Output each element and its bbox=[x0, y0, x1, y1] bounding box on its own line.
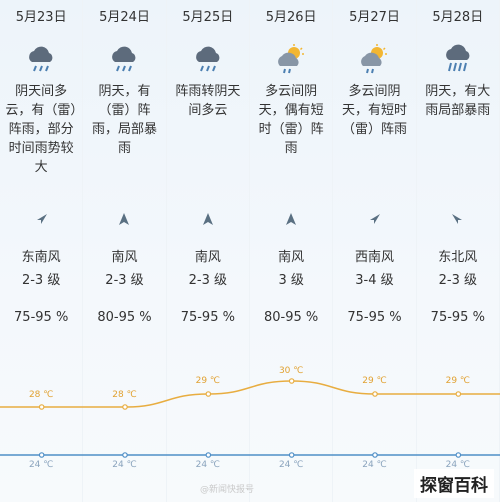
high-temp-point bbox=[455, 391, 462, 397]
high-temp-point bbox=[205, 391, 212, 397]
high-temp-point bbox=[288, 378, 295, 384]
day-date: 5月26日 bbox=[265, 10, 317, 25]
sun-cloud-rain-icon bbox=[333, 44, 415, 78]
day-column: 5月28日 阴天，有大雨局部暴雨 东北风 2-3 级 75-95 % 29 ℃ … bbox=[416, 0, 500, 502]
rain-cloud-icon bbox=[167, 44, 249, 78]
day-column: 5月26日 多云间阴天，偶有短时（雷）阵雨 南风 3 级 80-95 % 30 … bbox=[249, 0, 334, 502]
day-date: 5月28日 bbox=[432, 10, 484, 25]
wind-direction-arrow-icon bbox=[250, 212, 332, 228]
weather-description: 阴天，有大雨局部暴雨 bbox=[425, 84, 491, 118]
rain-cloud-icon bbox=[0, 44, 82, 78]
day-date: 5月25日 bbox=[182, 10, 234, 25]
low-temp-label: 24 ℃ bbox=[28, 460, 54, 470]
high-temp-line bbox=[0, 380, 500, 408]
weather-description: 阴天间多云，有（雷）阵雨，部分时间雨势较大 bbox=[5, 84, 77, 175]
wind-level: 2-3 级 bbox=[188, 273, 227, 288]
site-logo: 探窗百科 bbox=[414, 469, 494, 498]
low-temp-label: 24 ℃ bbox=[278, 460, 304, 470]
high-temp-point bbox=[38, 404, 45, 410]
low-temp-label: 24 ℃ bbox=[112, 460, 137, 470]
wind-direction: 南风 bbox=[278, 250, 305, 265]
sun-cloud-rain-icon bbox=[250, 44, 332, 78]
weather-description: 多云间阴天，偶有短时（雷）阵雨 bbox=[258, 84, 324, 156]
high-temp-label: 29 ℃ bbox=[362, 376, 387, 386]
day-column: 5月24日 阴天，有（雷）阵雨，局部暴雨 南风 2-3 级 80-95 % 28… bbox=[83, 0, 167, 502]
wind-direction: 南风 bbox=[194, 250, 221, 265]
wind-direction-arrow-icon bbox=[417, 212, 499, 228]
weather-description: 阵雨转阴天间多云 bbox=[175, 84, 241, 118]
rain-cloud-icon bbox=[83, 44, 165, 78]
weather-description: 阴天，有（雷）阵雨，局部暴雨 bbox=[91, 84, 157, 156]
low-temp-point bbox=[372, 452, 378, 458]
wind-direction: 西南风 bbox=[354, 250, 394, 265]
wind-direction-arrow-icon bbox=[83, 212, 165, 228]
wind-level: 2-3 级 bbox=[21, 273, 61, 288]
day-column: 5月23日 阴天间多云，有（雷）阵雨，部分时间雨势较大 东南风 2-3 级 75… bbox=[0, 0, 84, 502]
watermark: @新闻快报号 bbox=[200, 485, 255, 495]
wind-level: 3-4 级 bbox=[355, 273, 394, 288]
low-temp-point bbox=[288, 452, 295, 458]
wind-direction-arrow-icon bbox=[333, 212, 415, 228]
wind-level: 3 级 bbox=[278, 273, 304, 288]
humidity: 80-95 % bbox=[264, 310, 319, 325]
humidity: 80-95 % bbox=[97, 310, 152, 325]
day-date: 5月27日 bbox=[349, 10, 400, 25]
high-temp-point bbox=[122, 404, 128, 410]
high-temp-label: 28 ℃ bbox=[28, 390, 54, 400]
low-temp-point bbox=[122, 452, 128, 458]
high-temp-label: 28 ℃ bbox=[112, 390, 137, 400]
high-temp-label: 29 ℃ bbox=[195, 376, 221, 386]
wind-direction: 南风 bbox=[111, 250, 138, 265]
wind-direction-arrow-icon bbox=[167, 212, 249, 228]
low-temp-label: 24 ℃ bbox=[445, 460, 471, 470]
low-temp-point bbox=[38, 452, 45, 458]
humidity: 75-95 % bbox=[180, 310, 235, 325]
day-date: 5月23日 bbox=[15, 10, 67, 25]
wind-level: 2-3 级 bbox=[438, 273, 477, 288]
humidity: 75-95 % bbox=[347, 310, 402, 325]
low-temp-point bbox=[205, 452, 212, 458]
high-temp-point bbox=[372, 391, 378, 397]
wind-direction-arrow-icon bbox=[0, 212, 82, 228]
low-temp-point bbox=[455, 452, 462, 458]
weather-description: 多云间阴天，有短时（雷）阵雨 bbox=[341, 84, 407, 137]
day-column: 5月27日 多云间阴天，有短时（雷）阵雨 西南风 3-4 级 75-95 % 2… bbox=[333, 0, 417, 502]
wind-direction: 东南风 bbox=[21, 250, 61, 265]
high-temp-label: 29 ℃ bbox=[445, 376, 471, 386]
day-date: 5月24日 bbox=[99, 10, 150, 25]
humidity: 75-95 % bbox=[14, 310, 69, 325]
wind-direction: 东北风 bbox=[438, 250, 478, 265]
heavy-rain-cloud-icon bbox=[417, 44, 499, 78]
high-temp-label: 30 ℃ bbox=[278, 366, 304, 376]
wind-level: 2-3 级 bbox=[105, 273, 144, 288]
day-column: 5月25日 阵雨转阴天间多云 南风 2-3 级 75-95 % 29 ℃ 24 … bbox=[166, 0, 250, 502]
humidity: 75-95 % bbox=[430, 310, 485, 325]
low-temp-label: 24 ℃ bbox=[195, 460, 221, 470]
low-temp-label: 24 ℃ bbox=[362, 460, 387, 470]
